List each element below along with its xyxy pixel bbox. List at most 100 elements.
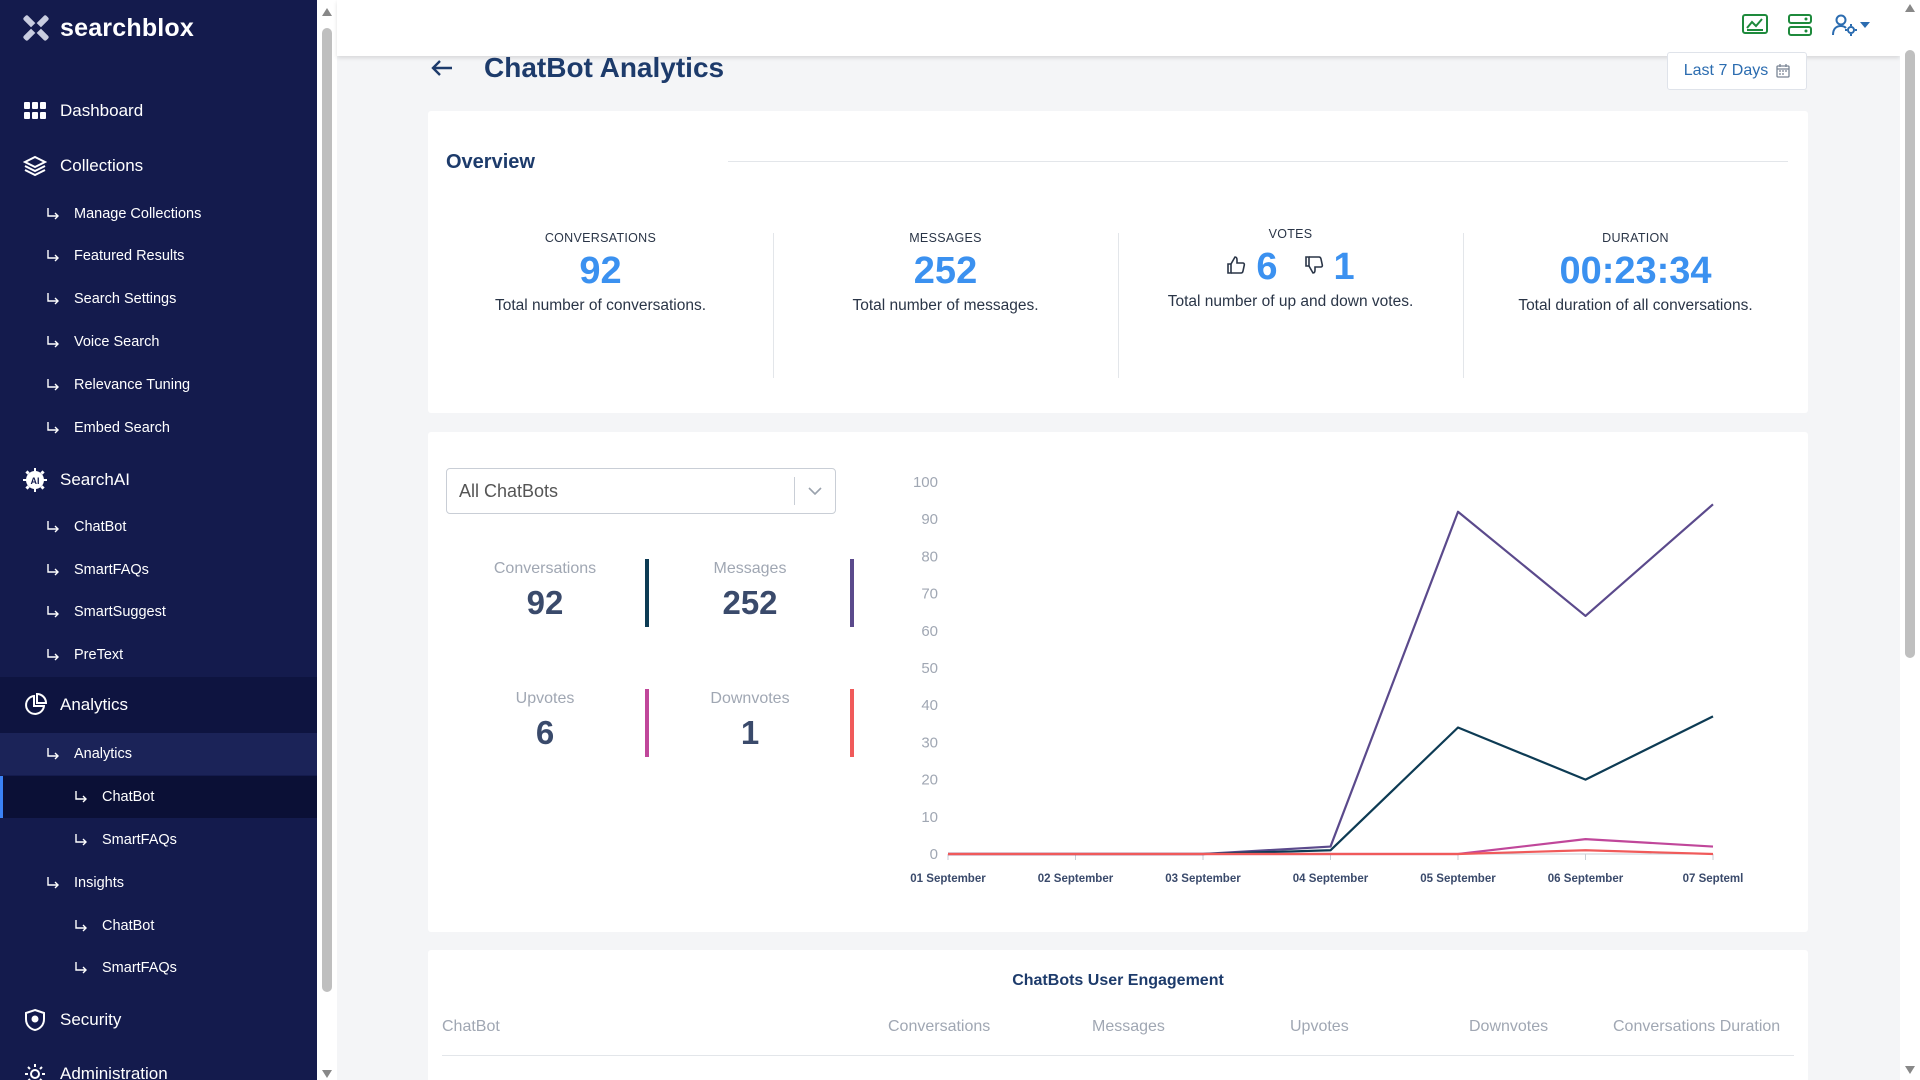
nav-analytics-smartfaqs-label: SmartFAQs — [102, 832, 177, 848]
sidebar-scrollbar[interactable] — [317, 0, 337, 1080]
nav-embed-search[interactable]: Embed Search — [0, 415, 317, 441]
y-tick-label: 10 — [921, 809, 938, 826]
nav-security[interactable]: Security — [0, 1005, 317, 1035]
stat-conversations: CONVERSATIONS 92 Total number of convers… — [428, 231, 773, 315]
line-chart: 0 10 20 30 40 50 60 70 80 90 100 01 September 02 Sep… — [910, 474, 1743, 885]
stat-messages-label: MESSAGES — [909, 231, 982, 245]
x-tick-label: 06 September — [1548, 873, 1624, 885]
th-conversations-duration[interactable]: Conversations Duration — [1613, 1018, 1781, 1035]
stat-duration-desc: Total duration of all conversations. — [1518, 297, 1753, 314]
th-conversations[interactable]: Conversations — [888, 1018, 991, 1035]
y-tick-label: 60 — [921, 623, 938, 640]
scroll-up-icon[interactable] — [1905, 4, 1915, 12]
sidebar-scroll-thumb[interactable] — [322, 28, 332, 992]
y-tick-label: 80 — [921, 548, 938, 565]
main-scroll-thumb[interactable] — [1905, 50, 1915, 658]
sidebar: searchblox Dashboard Collections Manage … — [0, 0, 317, 1080]
th-chatbot[interactable]: ChatBot — [442, 1018, 500, 1035]
sub-arrow-icon — [75, 920, 87, 932]
nav-insights-chatbot[interactable]: ChatBot — [0, 913, 317, 939]
scroll-down-icon[interactable] — [322, 1070, 332, 1078]
mini-upvotes-label: Upvotes — [515, 690, 575, 707]
nav-smartsuggest[interactable]: SmartSuggest — [0, 599, 317, 625]
overview-divider — [728, 161, 1788, 162]
nav-manage-collections[interactable]: Manage Collections — [0, 201, 317, 227]
scroll-up-icon[interactable] — [322, 8, 332, 16]
brand-name: searchblox — [60, 13, 195, 42]
x-tick-label: 01 September — [910, 873, 986, 885]
nav-featured-results[interactable]: Featured Results — [0, 243, 317, 269]
nav-search-settings[interactable]: Search Settings — [0, 286, 317, 312]
mini-downvotes: Downvotes 1 — [670, 690, 830, 752]
sub-arrow-icon — [75, 962, 87, 974]
stat-votes-label: VOTES — [1268, 227, 1313, 241]
back-arrow-icon[interactable] — [430, 56, 454, 80]
top-bar — [337, 0, 1900, 56]
date-range-button[interactable]: Last 7 Days — [1667, 52, 1807, 90]
nav-chatbot[interactable]: ChatBot — [0, 514, 317, 540]
user-gear-icon — [1832, 14, 1857, 36]
mini-messages: Messages 252 — [670, 560, 830, 622]
nav-searchai[interactable]: AI SearchAI — [0, 465, 317, 495]
nav-analytics-smartfaqs[interactable]: SmartFAQs — [0, 827, 317, 853]
pie-chart-icon — [22, 692, 48, 718]
nav-relevance-tuning[interactable]: Relevance Tuning — [0, 372, 317, 398]
server-icon[interactable] — [1788, 14, 1812, 36]
nav-insights-smartfaqs[interactable]: SmartFAQs — [0, 955, 317, 981]
nav-analytics-sub[interactable]: Analytics — [0, 733, 317, 775]
stat-votes-desc: Total number of up and down votes. — [1167, 293, 1414, 310]
page-header: ChatBot Analytics — [430, 52, 724, 84]
y-tick-label: 90 — [921, 511, 938, 528]
nav-voice-search-label: Voice Search — [74, 334, 160, 350]
series-line-messages — [948, 503, 1714, 856]
nav-administration[interactable]: Administration — [0, 1059, 317, 1080]
stat-duration-label: DURATION — [1602, 231, 1669, 245]
nav-dashboard-label: Dashboard — [60, 101, 144, 120]
sub-arrow-icon — [47, 336, 59, 348]
nav-insights-smartfaqs-label: SmartFAQs — [102, 960, 177, 976]
stat-divider — [1118, 233, 1119, 378]
y-tick-label: 30 — [921, 734, 938, 751]
nav-insights-label: Insights — [74, 875, 124, 891]
th-downvotes[interactable]: Downvotes — [1469, 1018, 1549, 1035]
sub-arrow-icon — [47, 649, 59, 661]
y-tick-label: 50 — [921, 660, 938, 677]
scroll-down-icon[interactable] — [1905, 1066, 1915, 1074]
nav-smartfaqs[interactable]: SmartFAQs — [0, 557, 317, 583]
mini-upvotes-value: 6 — [535, 714, 555, 751]
chatbot-select[interactable]: All ChatBots — [446, 468, 836, 514]
main-scrollbar[interactable] — [1900, 0, 1920, 1080]
nav-analytics[interactable]: Analytics — [0, 677, 317, 733]
mini-downvotes-value: 1 — [740, 714, 760, 751]
nav-collections[interactable]: Collections — [0, 151, 317, 181]
mini-upvotes-bar — [645, 689, 649, 757]
series-line-conversations — [948, 715, 1714, 856]
nav-pretext[interactable]: PreText — [0, 642, 317, 668]
chatbot-select-value: All ChatBots — [459, 480, 559, 501]
nav-administration-label: Administration — [60, 1064, 168, 1080]
nav-voice-search[interactable]: Voice Search — [0, 329, 317, 355]
nav-relevance-tuning-label: Relevance Tuning — [74, 377, 191, 393]
x-tick-label: 04 September — [1293, 873, 1369, 885]
mini-messages-bar — [850, 559, 854, 627]
nav-smartsuggest-label: SmartSuggest — [74, 604, 166, 620]
nav-analytics-chatbot[interactable]: ChatBot — [0, 776, 317, 818]
chevron-down-icon[interactable] — [795, 487, 835, 495]
brand-logo[interactable]: searchblox — [18, 10, 194, 46]
chart-card: All ChatBots Conversations 92 Messages 2… — [428, 432, 1808, 932]
nav-dashboard[interactable]: Dashboard — [0, 96, 317, 126]
sub-arrow-icon — [47, 379, 59, 391]
sub-arrow-icon — [47, 250, 59, 262]
nav-insights[interactable]: Insights — [0, 870, 317, 896]
stat-divider — [1463, 233, 1464, 378]
monitor-chart-icon[interactable] — [1742, 14, 1768, 36]
th-messages[interactable]: Messages — [1092, 1018, 1165, 1035]
stat-upvotes-value: 6 — [1256, 246, 1278, 288]
mini-downvotes-label: Downvotes — [710, 690, 790, 707]
user-settings-menu[interactable] — [1832, 14, 1870, 36]
y-tick-label: 100 — [913, 474, 938, 491]
th-upvotes[interactable]: Upvotes — [1290, 1018, 1349, 1035]
stat-downvotes-value: 1 — [1333, 246, 1355, 288]
nav-searchai-label: SearchAI — [60, 470, 130, 489]
mini-upvotes: Upvotes 6 — [465, 690, 625, 752]
